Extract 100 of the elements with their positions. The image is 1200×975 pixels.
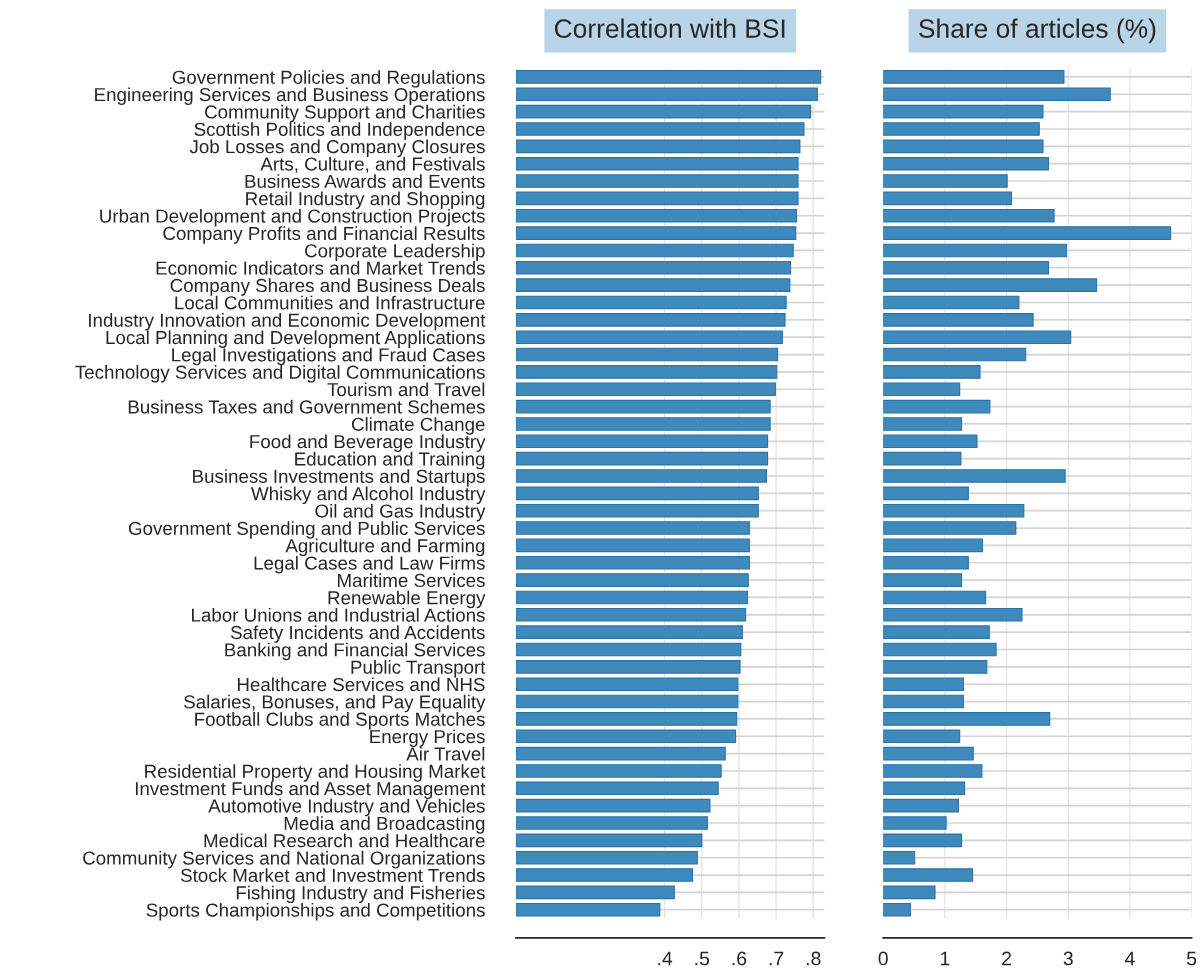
bar bbox=[883, 486, 969, 501]
bar bbox=[883, 70, 1065, 84]
bar bbox=[883, 677, 964, 692]
bar bbox=[516, 677, 739, 692]
bar bbox=[516, 712, 738, 726]
bar bbox=[883, 469, 1066, 483]
bar bbox=[516, 660, 741, 674]
bar bbox=[516, 781, 719, 796]
bar bbox=[883, 538, 984, 553]
y-tick-label: Automotive Industry and Vehicles bbox=[208, 798, 485, 817]
bar bbox=[516, 746, 726, 761]
bar bbox=[516, 156, 799, 171]
bar bbox=[516, 104, 812, 119]
y-tick-label: Business Investments and Startups bbox=[193, 469, 485, 487]
bar bbox=[883, 521, 1017, 535]
bar bbox=[883, 608, 1023, 622]
x-tick-label: 2 bbox=[1002, 951, 1011, 966]
y-tick-label: Retail Industry and Shopping bbox=[246, 191, 485, 210]
bar bbox=[883, 313, 1034, 327]
bar bbox=[516, 451, 769, 466]
y-tick-label: Whisky and Alcohol Industry bbox=[251, 486, 486, 505]
x-tick-label: 4 bbox=[1124, 951, 1135, 966]
bar bbox=[516, 850, 698, 865]
y-tick-label: Company Shares and Business Deals bbox=[170, 278, 485, 296]
bar bbox=[883, 746, 974, 761]
y-tick-label: Engineering Services and Business Operations bbox=[95, 87, 485, 105]
bar bbox=[516, 399, 771, 414]
y-tick-label: Local Planning and Development Applications bbox=[106, 330, 485, 348]
bar bbox=[883, 833, 963, 848]
x-tick-label: 0 bbox=[878, 951, 888, 966]
bar bbox=[883, 503, 1025, 518]
x-tick-label: 5 bbox=[1186, 951, 1197, 966]
bar bbox=[883, 868, 974, 882]
x-tick-label: .4 bbox=[658, 951, 673, 966]
y-tick-label: Public Transport bbox=[351, 660, 486, 678]
bar bbox=[883, 139, 1044, 154]
x-tick-label: .5 bbox=[695, 951, 710, 966]
bar bbox=[883, 885, 936, 900]
bar bbox=[883, 451, 962, 466]
y-tick-label: Investment Funds and Asset Management bbox=[135, 781, 486, 799]
bar bbox=[883, 104, 1044, 119]
x-tick-label: 3 bbox=[1063, 951, 1073, 966]
y-tick-label: Community Support and Charities bbox=[205, 104, 485, 123]
bar bbox=[883, 764, 983, 778]
y-tick-label: Job Losses and Company Closures bbox=[189, 139, 485, 158]
bar bbox=[883, 555, 969, 570]
bar bbox=[883, 122, 1040, 136]
y-tick-label: Legal Cases and Law Firms bbox=[254, 555, 485, 574]
y-tick-label: Media and Broadcasting bbox=[284, 816, 485, 834]
x-tick-label: .8 bbox=[806, 951, 821, 966]
bar bbox=[883, 850, 916, 865]
bar bbox=[516, 573, 749, 587]
bar bbox=[883, 208, 1055, 223]
bar bbox=[516, 191, 799, 206]
y-tick-label: Climate Change bbox=[351, 417, 485, 435]
y-tick-label: Fishing Industry and Fisheries bbox=[236, 885, 485, 904]
chart-title: Correlation with BSI bbox=[554, 18, 785, 38]
bar bbox=[516, 87, 818, 102]
y-tick-label: Scottish Politics and Independence bbox=[194, 122, 485, 140]
y-tick-label: Government Policies and Regulations bbox=[172, 70, 485, 88]
bar bbox=[516, 590, 749, 605]
bar bbox=[883, 243, 1067, 258]
bar bbox=[516, 365, 778, 379]
bar bbox=[883, 260, 1050, 275]
bar bbox=[516, 833, 703, 848]
y-tick-label: Technology Services and Digital Communications bbox=[75, 365, 485, 383]
y-tick-label: Urban Development and Construction Projects bbox=[100, 208, 485, 227]
y-tick-label: Energy Prices bbox=[370, 729, 485, 747]
bar bbox=[883, 902, 911, 917]
bar bbox=[516, 486, 759, 501]
y-tick-label: Residential Property and Housing Market bbox=[145, 764, 486, 782]
bar bbox=[516, 226, 797, 240]
x-tick-label: 1 bbox=[940, 951, 950, 966]
bar bbox=[883, 330, 1072, 344]
bar bbox=[516, 902, 661, 917]
y-tick-label: Maritime Services bbox=[338, 573, 485, 588]
bar bbox=[883, 295, 1020, 310]
bar bbox=[516, 538, 750, 553]
bar bbox=[516, 729, 737, 744]
y-tick-label: Business Awards and Events bbox=[245, 174, 485, 189]
bar bbox=[516, 798, 711, 813]
y-tick-label: Economic Indicators and Market Trends bbox=[156, 260, 485, 275]
x-tick-label: .7 bbox=[769, 951, 784, 966]
bar bbox=[516, 555, 750, 570]
bar bbox=[883, 694, 964, 709]
bar bbox=[516, 764, 722, 778]
bar bbox=[883, 191, 1013, 206]
bar bbox=[883, 729, 961, 744]
bar bbox=[516, 885, 675, 900]
bar bbox=[883, 625, 990, 639]
bar bbox=[883, 156, 1050, 171]
bar bbox=[516, 330, 783, 344]
bar bbox=[883, 573, 963, 587]
chart-title: Share of articles (%) bbox=[919, 18, 1156, 44]
y-tick-label: Government Spending and Public Services bbox=[128, 521, 485, 539]
y-tick-label: Labor Unions and Industrial Actions bbox=[192, 608, 485, 622]
bar bbox=[883, 87, 1111, 102]
y-tick-label: Oil and Gas Industry bbox=[315, 503, 486, 522]
y-tick-label: Football Clubs and Sports Matches bbox=[195, 712, 485, 730]
y-tick-label: Renewable Energy bbox=[328, 590, 486, 609]
